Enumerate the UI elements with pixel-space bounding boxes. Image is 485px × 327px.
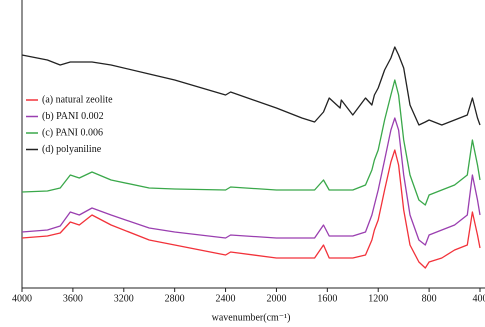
x-tick-label: 2800 xyxy=(165,293,185,304)
legend-label: (b) PANI 0.002 xyxy=(42,111,104,122)
line-series xyxy=(21,149,481,269)
line-series xyxy=(21,117,481,246)
legend-label: (d) polyaniline xyxy=(42,144,102,155)
line-series xyxy=(21,46,481,126)
legend-label: (a) natural zeolite xyxy=(42,94,113,105)
x-tick-label: 1600 xyxy=(317,293,337,304)
line-series xyxy=(21,79,481,206)
x-tick-label: 1200 xyxy=(368,293,388,304)
x-tick-label: 4000 xyxy=(12,293,32,304)
x-tick-label: 800 xyxy=(422,293,437,304)
legend-label: (c) PANI 0.006 xyxy=(42,127,103,138)
x-tick-label: 400 xyxy=(473,293,485,304)
x-tick-label: 2000 xyxy=(266,293,286,304)
x-tick-label: 2400 xyxy=(216,293,236,304)
x-tick-label: 3200 xyxy=(114,293,134,304)
x-tick-label: 3600 xyxy=(63,293,83,304)
x-axis-label: wavenumber(cm⁻¹) xyxy=(212,312,291,323)
